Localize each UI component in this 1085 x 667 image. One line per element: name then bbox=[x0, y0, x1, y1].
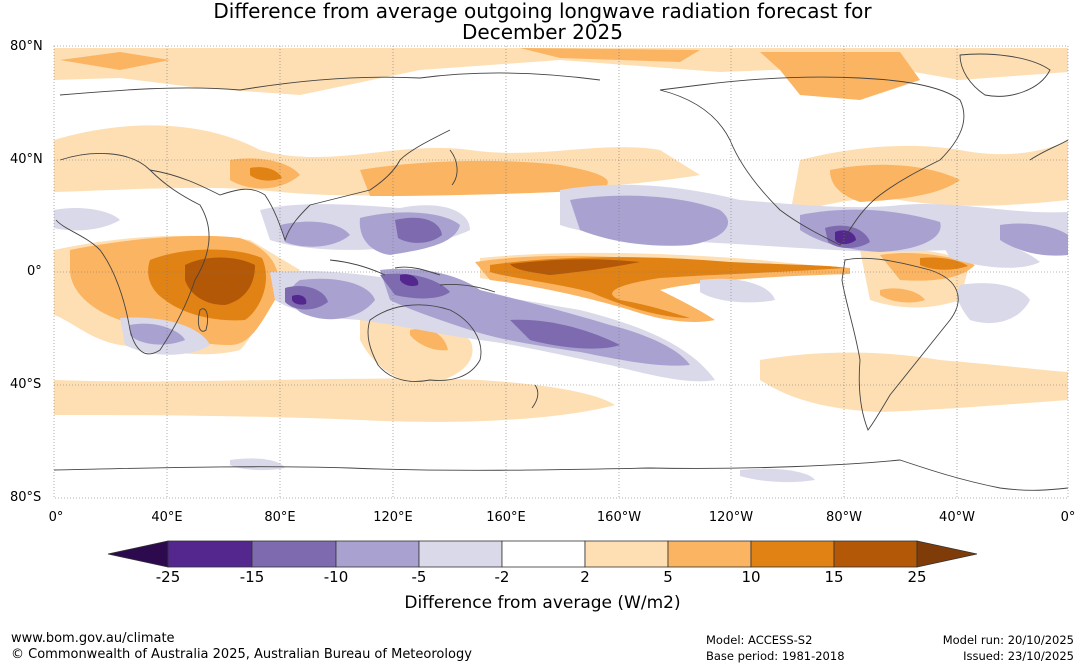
anomaly-deep-purple-areas bbox=[292, 230, 856, 305]
colorbar-tick: -2 bbox=[494, 568, 510, 586]
lon-label-80e: 80°E bbox=[264, 510, 296, 525]
colorbar-tick: 5 bbox=[663, 568, 673, 586]
lon-label-40e: 40°E bbox=[151, 510, 183, 525]
colorbar-above-max bbox=[916, 540, 978, 568]
anomaly-mid-purple-areas bbox=[130, 195, 1068, 366]
lon-label-120w: 120°W bbox=[708, 510, 754, 525]
colorbar-tick: -10 bbox=[323, 568, 349, 586]
lon-label-160w: 160°W bbox=[596, 510, 642, 525]
footer-copyright: © Commonwealth of Australia 2025, Austra… bbox=[11, 647, 472, 662]
colorbar-tick: 10 bbox=[741, 568, 761, 586]
lon-label-40w: 40°W bbox=[939, 510, 975, 525]
colorbar-tick: 15 bbox=[824, 568, 844, 586]
footer-issued: Issued: 23/10/2025 bbox=[963, 649, 1074, 663]
lon-label-120e: 120°E bbox=[373, 510, 413, 525]
map-title-line-2: December 2025 bbox=[462, 20, 623, 44]
footer-model: Model: ACCESS-S2 bbox=[706, 633, 813, 647]
lat-label-80n: 80°N bbox=[10, 39, 43, 54]
lon-label-160e: 160°E bbox=[486, 510, 526, 525]
map-frame bbox=[53, 45, 1069, 499]
colorbar-bin-p15-p25 bbox=[833, 540, 918, 568]
map-title-line-1: Difference from average outgoing longwav… bbox=[213, 0, 872, 23]
lon-label-80w: 80°W bbox=[826, 510, 862, 525]
colorbar-label: Difference from average (W/m2) bbox=[404, 593, 681, 613]
lat-label-40n: 40°N bbox=[10, 152, 43, 167]
colorbar-tick: -5 bbox=[411, 568, 427, 586]
colorbar-tick: 2 bbox=[580, 568, 590, 586]
lon-label-0-right: 0° bbox=[1060, 510, 1076, 525]
colorbar-tick: -25 bbox=[155, 568, 181, 586]
colorbar-bin-p2-p5 bbox=[584, 540, 669, 568]
colorbar-tick: -15 bbox=[239, 568, 265, 586]
colorbar-bin-p5-p10 bbox=[667, 540, 752, 568]
colorbar-bin-n5-n2 bbox=[418, 540, 503, 568]
footer-url[interactable]: www.bom.gov.au/climate bbox=[11, 631, 175, 646]
colorbar-bin-n25-n15 bbox=[167, 540, 253, 568]
lon-label-0-left: 0° bbox=[48, 510, 64, 525]
anomaly-dark-purple-areas bbox=[285, 217, 870, 349]
colorbar bbox=[107, 540, 978, 568]
colorbar-bin-n15-n10 bbox=[251, 540, 337, 568]
colorbar-bin-n10-n5 bbox=[335, 540, 420, 568]
lat-label-equator: 0° bbox=[27, 264, 42, 279]
footer-model-run: Model run: 20/10/2025 bbox=[942, 633, 1074, 647]
colorbar-bin-n2-p2 bbox=[501, 540, 586, 568]
lat-label-80s: 80°S bbox=[10, 490, 42, 505]
colorbar-bin-p10-p15 bbox=[750, 540, 835, 568]
colorbar-below-min bbox=[107, 540, 169, 568]
footer-base-period: Base period: 1981-2018 bbox=[706, 649, 845, 663]
anomaly-brown-areas bbox=[185, 257, 640, 305]
coastlines bbox=[53, 53, 1069, 491]
gridlines bbox=[54, 46, 1068, 498]
lat-label-40s: 40°S bbox=[10, 377, 42, 392]
colorbar-tick: 25 bbox=[907, 568, 927, 586]
